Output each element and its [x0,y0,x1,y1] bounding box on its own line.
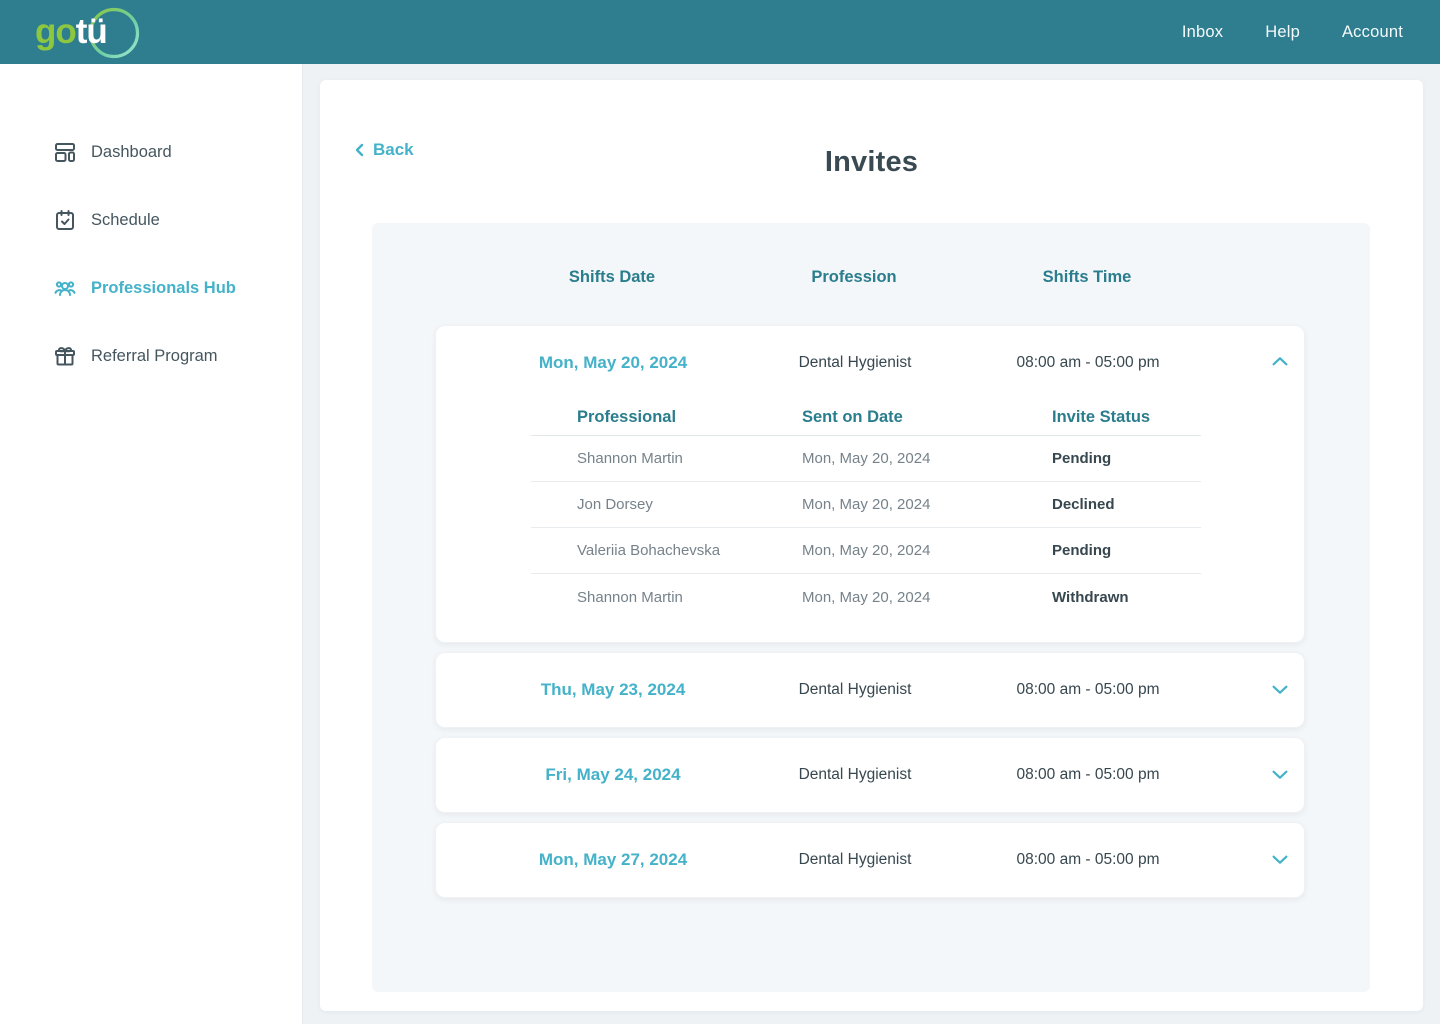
logo-ring-icon [88,7,140,59]
shift-time: 08:00 am - 05:00 pm [1016,766,1160,783]
invite-professional: Shannon Martin [577,450,683,467]
table-column-headers: Shifts Date Profession Shifts Time [435,265,1305,289]
logo-text-tu: tü [75,12,108,51]
expand-button[interactable] [1260,755,1300,795]
chevron-left-icon [352,142,368,158]
invite-sent-on: Mon, May 20, 2024 [802,450,931,467]
column-profession: Profession [811,267,897,286]
invite-row: Shannon Martin Mon, May 20, 2024 Withdra… [531,574,1201,620]
shift-profession: Dental Hygienist [798,851,912,868]
invite-status: Pending [1052,542,1112,559]
nav-inbox[interactable]: Inbox [1181,22,1224,41]
shift-time: 08:00 am - 05:00 pm [1016,354,1160,371]
nav-account[interactable]: Account [1341,22,1403,41]
back-button[interactable]: Back [352,140,414,160]
shift-profession: Dental Hygienist [798,766,912,783]
expand-button[interactable] [1260,670,1300,710]
shift-date: Fri, May 24, 2024 [545,765,681,784]
sidebar-item-label: Referral Program [91,346,218,365]
invite-row: Jon Dorsey Mon, May 20, 2024 Declined [531,482,1201,528]
invites-table-panel: Shifts Date Profession Shifts Time Mon, … [372,223,1370,992]
gift-icon [53,344,77,368]
shift-time: 08:00 am - 05:00 pm [1016,851,1160,868]
shift-row[interactable]: Fri, May 24, 2024 Dental Hygienist 08:00… [436,738,1304,812]
app-header: go tü Inbox Help Account [0,0,1440,64]
nav-help[interactable]: Help [1265,22,1300,41]
sub-table-headers: Professional Sent on Date Invite Status [531,400,1201,436]
chevron-down-icon [1269,678,1291,703]
invite-status: Declined [1052,496,1115,513]
invite-status: Pending [1052,450,1112,467]
logo-text-go: go [35,12,77,51]
page-title: Invites [824,146,919,178]
shift-date: Mon, May 27, 2024 [538,850,688,869]
shift-card-expanded: Mon, May 20, 2024 Dental Hygienist 08:00… [435,325,1305,643]
sidebar-item-label: Schedule [91,210,160,229]
invites-page: Back Invites Shifts Date Profession Shif… [320,80,1423,1011]
invite-row: Valeriia Bohachevska Mon, May 20, 2024 P… [531,528,1201,574]
shift-date: Mon, May 20, 2024 [538,353,688,372]
invite-row: Shannon Martin Mon, May 20, 2024 Pending [531,436,1201,482]
sidebar-item-dashboard[interactable]: Dashboard [0,132,302,172]
invite-professional: Shannon Martin [577,588,683,606]
sub-column-professional: Professional [577,408,677,426]
chevron-up-icon [1269,351,1291,376]
shift-profession: Dental Hygienist [798,681,912,698]
sidebar: Dashboard Schedule Professionals Hub [0,64,303,1024]
column-shifts-date: Shifts Date [568,267,656,286]
gotu-logo[interactable]: go tü [35,0,140,64]
sidebar-item-schedule[interactable]: Schedule [0,200,302,240]
people-group-icon [53,276,77,300]
shift-card: Mon, May 27, 2024 Dental Hygienist 08:00… [435,822,1305,898]
shift-date: Thu, May 23, 2024 [540,680,686,699]
invites-sub-table: Professional Sent on Date Invite Status … [531,400,1201,642]
column-shifts-time: Shifts Time [1042,267,1132,286]
shift-profession: Dental Hygienist [798,354,912,371]
invite-professional: Jon Dorsey [577,496,653,513]
shift-time: 08:00 am - 05:00 pm [1016,681,1160,698]
shift-row[interactable]: Mon, May 27, 2024 Dental Hygienist 08:00… [436,823,1304,897]
shift-card: Thu, May 23, 2024 Dental Hygienist 08:00… [435,652,1305,728]
invite-professional: Valeriia Bohachevska [577,542,721,559]
sidebar-item-professionals-hub[interactable]: Professionals Hub [0,268,302,308]
expand-button[interactable] [1260,840,1300,880]
chevron-down-icon [1269,763,1291,788]
dashboard-icon [53,140,77,164]
shift-row[interactable]: Mon, May 20, 2024 Dental Hygienist 08:00… [436,326,1304,400]
sub-column-sent-on-date: Sent on Date [802,408,903,426]
invite-sent-on: Mon, May 20, 2024 [802,588,931,606]
invite-sent-on: Mon, May 20, 2024 [802,542,931,559]
shift-row[interactable]: Thu, May 23, 2024 Dental Hygienist 08:00… [436,653,1304,727]
calendar-check-icon [53,208,77,232]
invite-status: Withdrawn [1052,588,1129,606]
sidebar-item-label: Professionals Hub [91,278,236,297]
back-label: Back [373,140,414,159]
sidebar-item-referral-program[interactable]: Referral Program [0,336,302,376]
sidebar-item-label: Dashboard [91,142,172,161]
top-nav: Inbox Help Account [1182,23,1403,42]
invite-sent-on: Mon, May 20, 2024 [802,496,931,513]
collapse-button[interactable] [1260,343,1300,383]
chevron-down-icon [1269,848,1291,873]
sub-column-invite-status: Invite Status [1052,408,1151,426]
shift-card: Fri, May 24, 2024 Dental Hygienist 08:00… [435,737,1305,813]
